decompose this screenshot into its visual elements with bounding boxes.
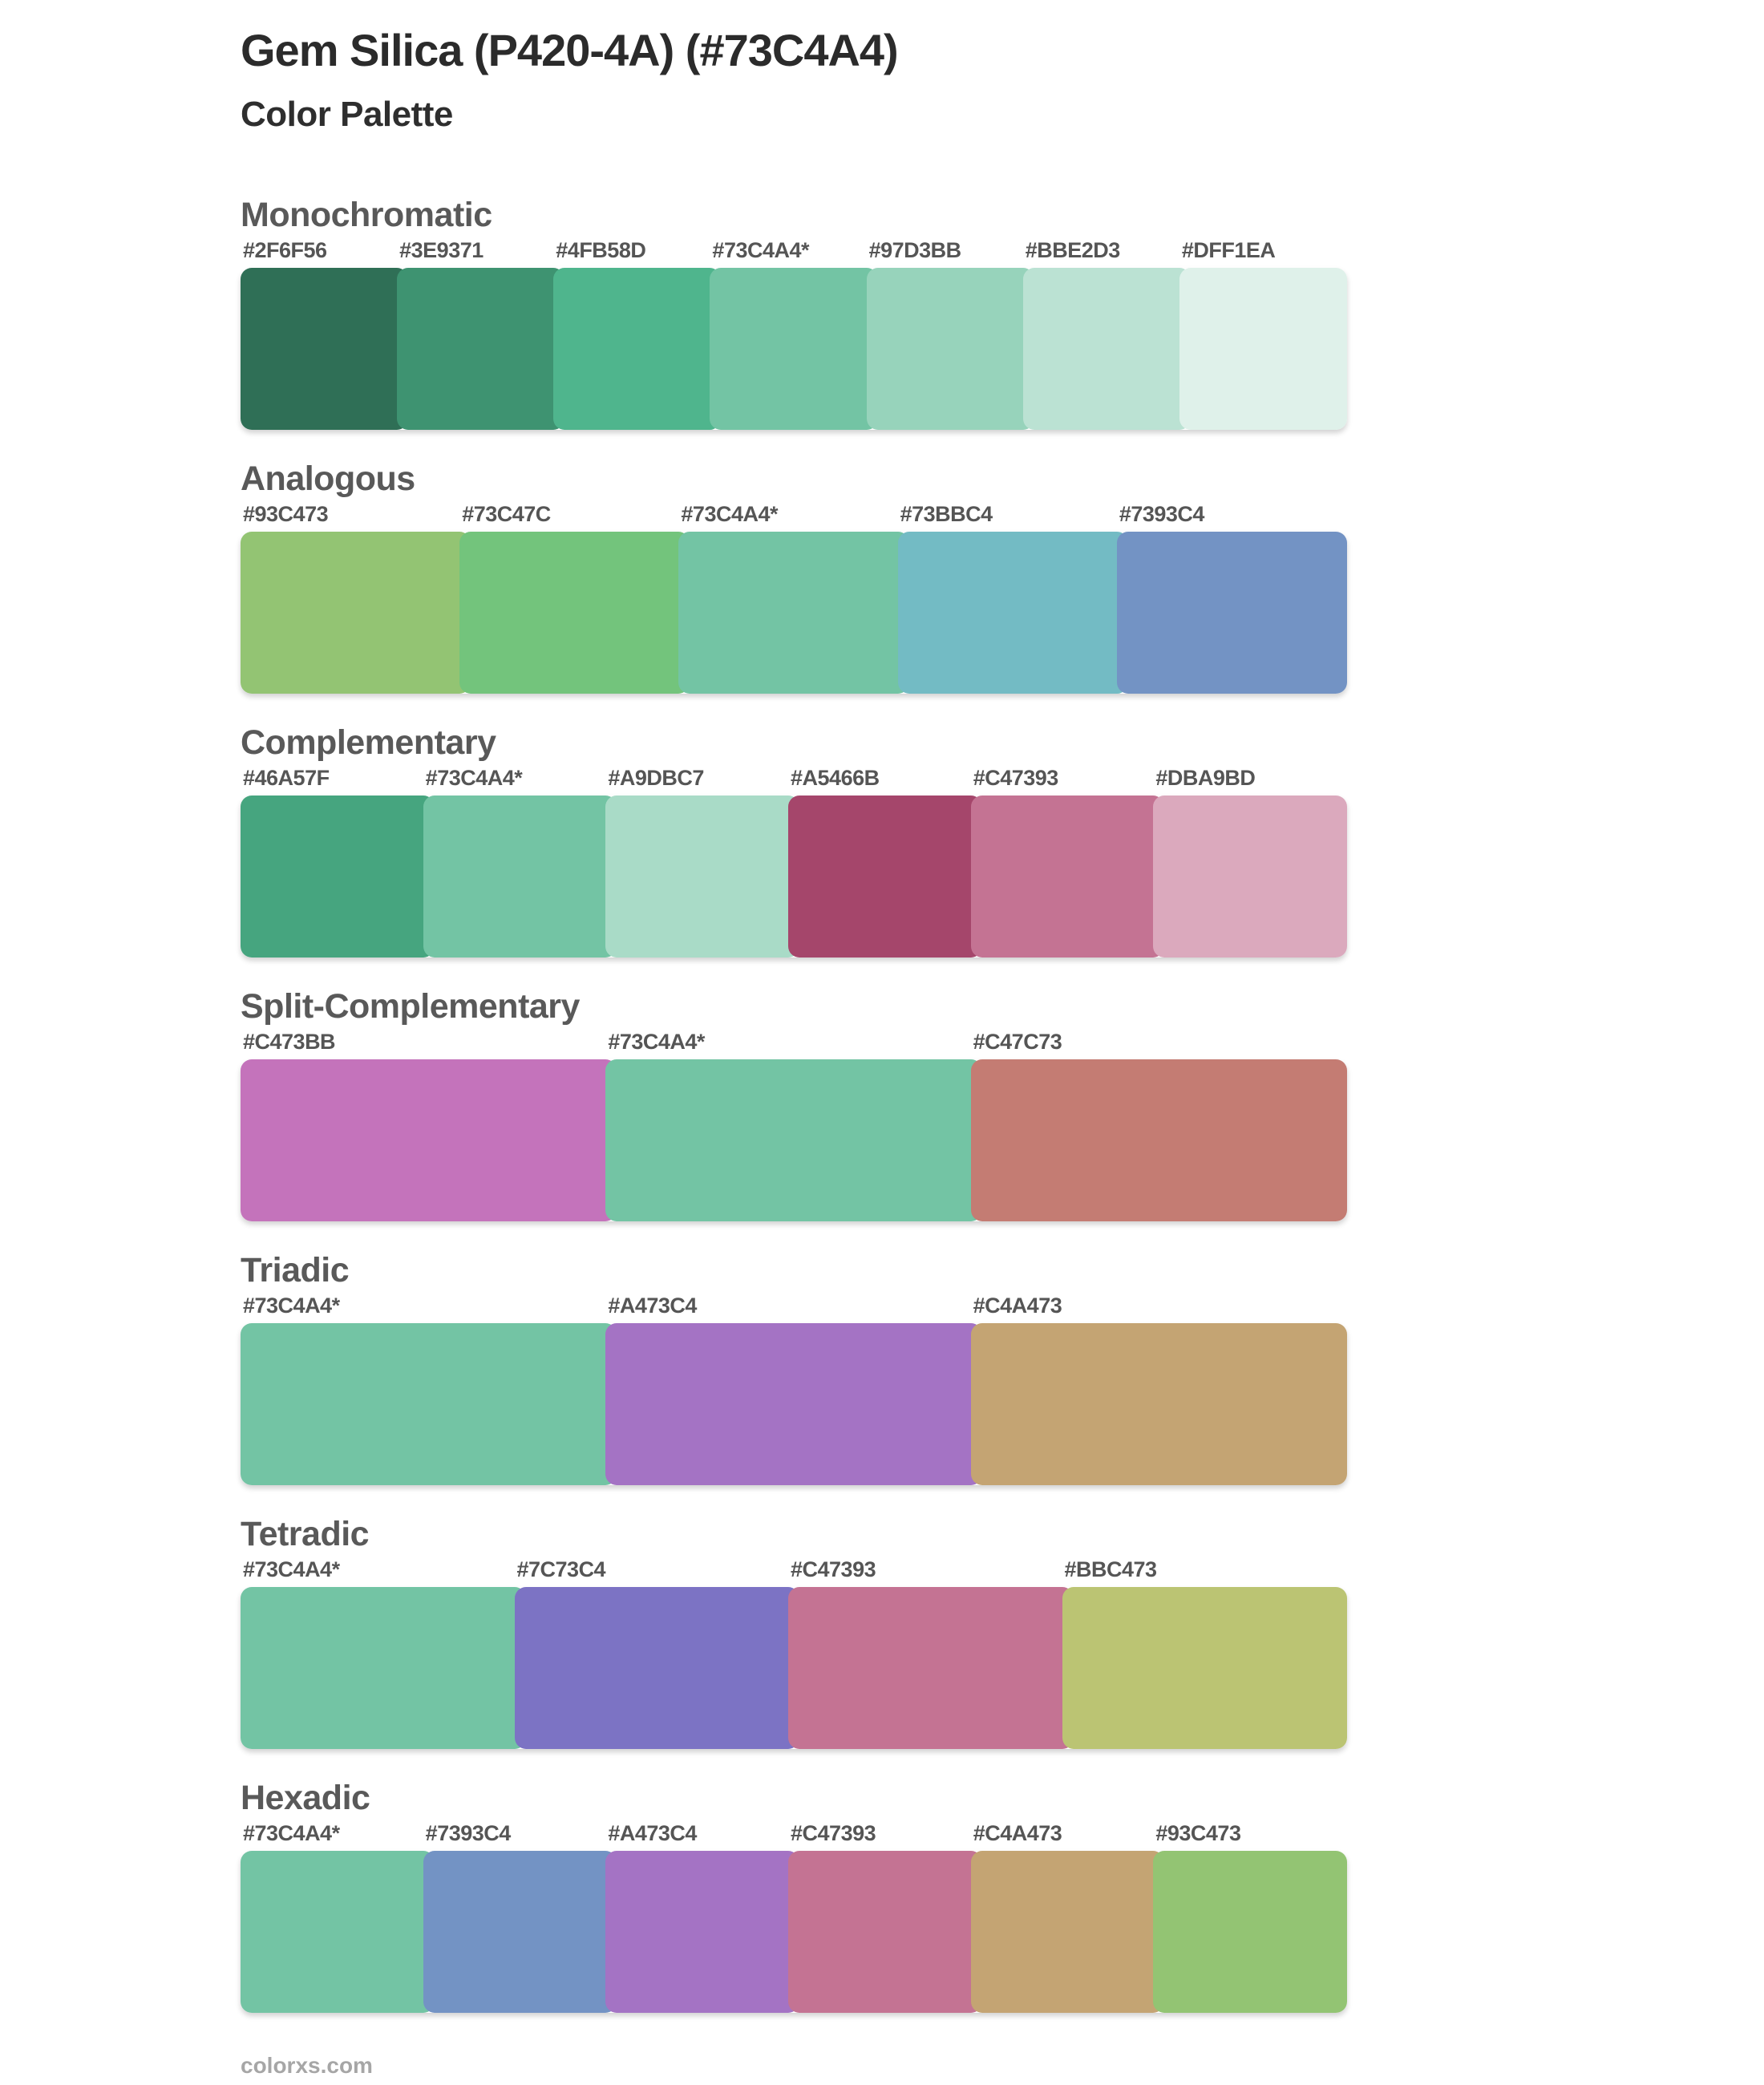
color-hex-label: #C4A473 — [973, 1294, 1062, 1318]
color-swatch[interactable]: #4FB58D — [553, 238, 722, 430]
color-swatch[interactable]: #7C73C4 — [514, 1557, 799, 1749]
swatch-row: #2F6F56 #3E9371 #4FB58D #73C4A4* #97D3BB #BBE… — [241, 238, 1347, 430]
color-swatch[interactable]: #C47393 — [970, 766, 1165, 957]
section-title: Monochromatic — [241, 196, 492, 234]
color-hex-label: #A473C4 — [608, 1821, 697, 1845]
color-swatch[interactable]: #7393C4 — [1116, 502, 1348, 694]
swatch-row: #73C4A4* #7C73C4 #C47393 #BBC473 — [241, 1557, 1347, 1749]
color-hex-label: #DFF1EA — [1181, 238, 1276, 262]
swatch-row: #93C473 #73C47C #73C4A4* #73BBC4 #7393C4 — [241, 502, 1348, 694]
color-swatch[interactable]: #C4A473 — [970, 1294, 1347, 1485]
page-title: Gem Silica (P420-4A) (#73C4A4) — [241, 25, 899, 75]
site-footer-text: colorxs.com — [241, 2053, 373, 2078]
color-swatch[interactable]: #A473C4 — [605, 1821, 800, 2013]
color-swatch[interactable]: #C473BB — [241, 1030, 617, 1221]
section-title: Tetradic — [241, 1515, 370, 1553]
color-hex-label: #73C4A4* — [681, 502, 778, 526]
color-hex-label: #C4A473 — [973, 1821, 1062, 1845]
color-hex-label: #73C4A4* — [608, 1030, 705, 1054]
color-swatch[interactable]: #73C4A4* — [241, 1557, 526, 1749]
color-swatch[interactable]: #C47393 — [788, 1821, 982, 2013]
color-swatch[interactable]: #DFF1EA — [1179, 238, 1347, 430]
color-swatch[interactable]: #46A57F — [241, 766, 435, 957]
color-hex-label: #4FB58D — [556, 238, 646, 262]
color-swatch[interactable]: #A5466B — [788, 766, 982, 957]
color-hex-label: #73C4A4* — [243, 1294, 340, 1318]
color-hex-label: #BBC473 — [1064, 1557, 1158, 1581]
page-subtitle: Color Palette — [241, 95, 453, 134]
color-swatch[interactable]: #93C473 — [1153, 1821, 1348, 2013]
color-hex-label: #A9DBC7 — [608, 766, 704, 790]
color-swatch[interactable]: #7393C4 — [423, 1821, 617, 2013]
color-hex-label: #73C4A4* — [243, 1821, 340, 1845]
color-swatch[interactable]: #A9DBC7 — [605, 766, 800, 957]
color-swatch[interactable]: #C47393 — [788, 1557, 1074, 1749]
color-swatch[interactable]: #73C47C — [459, 502, 690, 694]
color-hex-label: #73C47C — [462, 502, 551, 526]
color-hex-label: #2F6F56 — [243, 238, 327, 262]
palette-sections: Monochromatic #2F6F56 #3E9371 #4FB58D #73C4A… — [241, 198, 1348, 2013]
color-hex-label: #7393C4 — [425, 1821, 512, 1845]
color-hex-label: #93C473 — [1155, 1821, 1241, 1845]
color-hex-label: #A5466B — [791, 766, 880, 790]
palette-section: Triadic #73C4A4* #A473C4 #C4A473 — [241, 1253, 1347, 1485]
color-swatch[interactable]: #93C473 — [241, 502, 471, 694]
color-swatch[interactable]: #C47C73 — [970, 1030, 1347, 1221]
swatch-row: #73C4A4* #7393C4 #A473C4 #C47393 #C4A473 #93C… — [241, 1821, 1348, 2013]
swatch-row: #73C4A4* #A473C4 #C4A473 — [241, 1294, 1347, 1485]
color-swatch[interactable]: #73C4A4* — [678, 502, 909, 694]
palette-section: Split-Complementary #C473BB #73C4A4* #C47C7… — [241, 990, 1347, 1221]
color-swatch[interactable]: #73C4A4* — [605, 1030, 982, 1221]
color-hex-label: #C47393 — [973, 766, 1059, 790]
section-title: Analogous — [241, 460, 415, 498]
color-swatch[interactable]: #97D3BB — [866, 238, 1034, 430]
color-hex-label: #7393C4 — [1119, 502, 1205, 526]
swatch-row: #46A57F #73C4A4* #A9DBC7 #A5466B #C47393 #DBA… — [241, 766, 1348, 957]
color-swatch[interactable]: #BBE2D3 — [1022, 238, 1191, 430]
color-hex-label: #DBA9BD — [1155, 766, 1256, 790]
color-swatch[interactable]: #DBA9BD — [1153, 766, 1348, 957]
color-hex-label: #46A57F — [243, 766, 330, 790]
color-swatch[interactable]: #C4A473 — [970, 1821, 1165, 2013]
color-hex-label: #73C4A4* — [712, 238, 810, 262]
palette-page: Gem Silica (P420-4A) (#73C4A4) Color Pal… — [241, 25, 1348, 2045]
color-hex-label: #73C4A4* — [243, 1557, 340, 1581]
color-hex-label: #73C4A4* — [425, 766, 523, 790]
palette-section: Hexadic #73C4A4* #7393C4 #A473C4 #C47393 #C4A… — [241, 1779, 1348, 2013]
color-hex-label: #C473BB — [243, 1030, 336, 1054]
palette-section: Analogous #93C473 #73C47C #73C4A4* #73BBC4 #7… — [241, 460, 1348, 694]
color-hex-label: #3E9371 — [399, 238, 483, 262]
color-swatch[interactable]: #73BBC4 — [897, 502, 1128, 694]
color-hex-label: #C47393 — [791, 1821, 876, 1845]
color-hex-label: #7C73C4 — [516, 1557, 606, 1581]
color-swatch[interactable]: #A473C4 — [605, 1294, 982, 1485]
color-swatch[interactable]: #73C4A4* — [423, 766, 617, 957]
color-swatch[interactable]: #73C4A4* — [241, 1294, 617, 1485]
color-hex-label: #97D3BB — [868, 238, 962, 262]
color-hex-label: #C47C73 — [973, 1030, 1062, 1054]
color-hex-label: #93C473 — [243, 502, 329, 526]
color-swatch[interactable]: #BBC473 — [1062, 1557, 1347, 1749]
section-title: Split-Complementary — [241, 987, 580, 1026]
color-swatch[interactable]: #3E9371 — [397, 238, 565, 430]
section-title: Triadic — [241, 1251, 350, 1289]
color-hex-label: #BBE2D3 — [1025, 238, 1121, 262]
section-title: Hexadic — [241, 1779, 370, 1817]
color-hex-label: #A473C4 — [608, 1294, 697, 1318]
palette-section: Monochromatic #2F6F56 #3E9371 #4FB58D #73C4A… — [241, 198, 1347, 430]
palette-section: Tetradic #73C4A4* #7C73C4 #C47393 #BBC473 — [241, 1517, 1347, 1749]
color-swatch[interactable]: #73C4A4* — [241, 1821, 435, 2013]
color-hex-label: #C47393 — [791, 1557, 876, 1581]
color-swatch[interactable]: #73C4A4* — [710, 238, 878, 430]
section-title: Complementary — [241, 723, 496, 762]
palette-section: Complementary #46A57F #73C4A4* #A9DBC7 #A546… — [241, 723, 1348, 957]
swatch-row: #C473BB #73C4A4* #C47C73 — [241, 1030, 1347, 1221]
color-hex-label: #73BBC4 — [900, 502, 993, 526]
color-swatch[interactable]: #2F6F56 — [241, 238, 409, 430]
